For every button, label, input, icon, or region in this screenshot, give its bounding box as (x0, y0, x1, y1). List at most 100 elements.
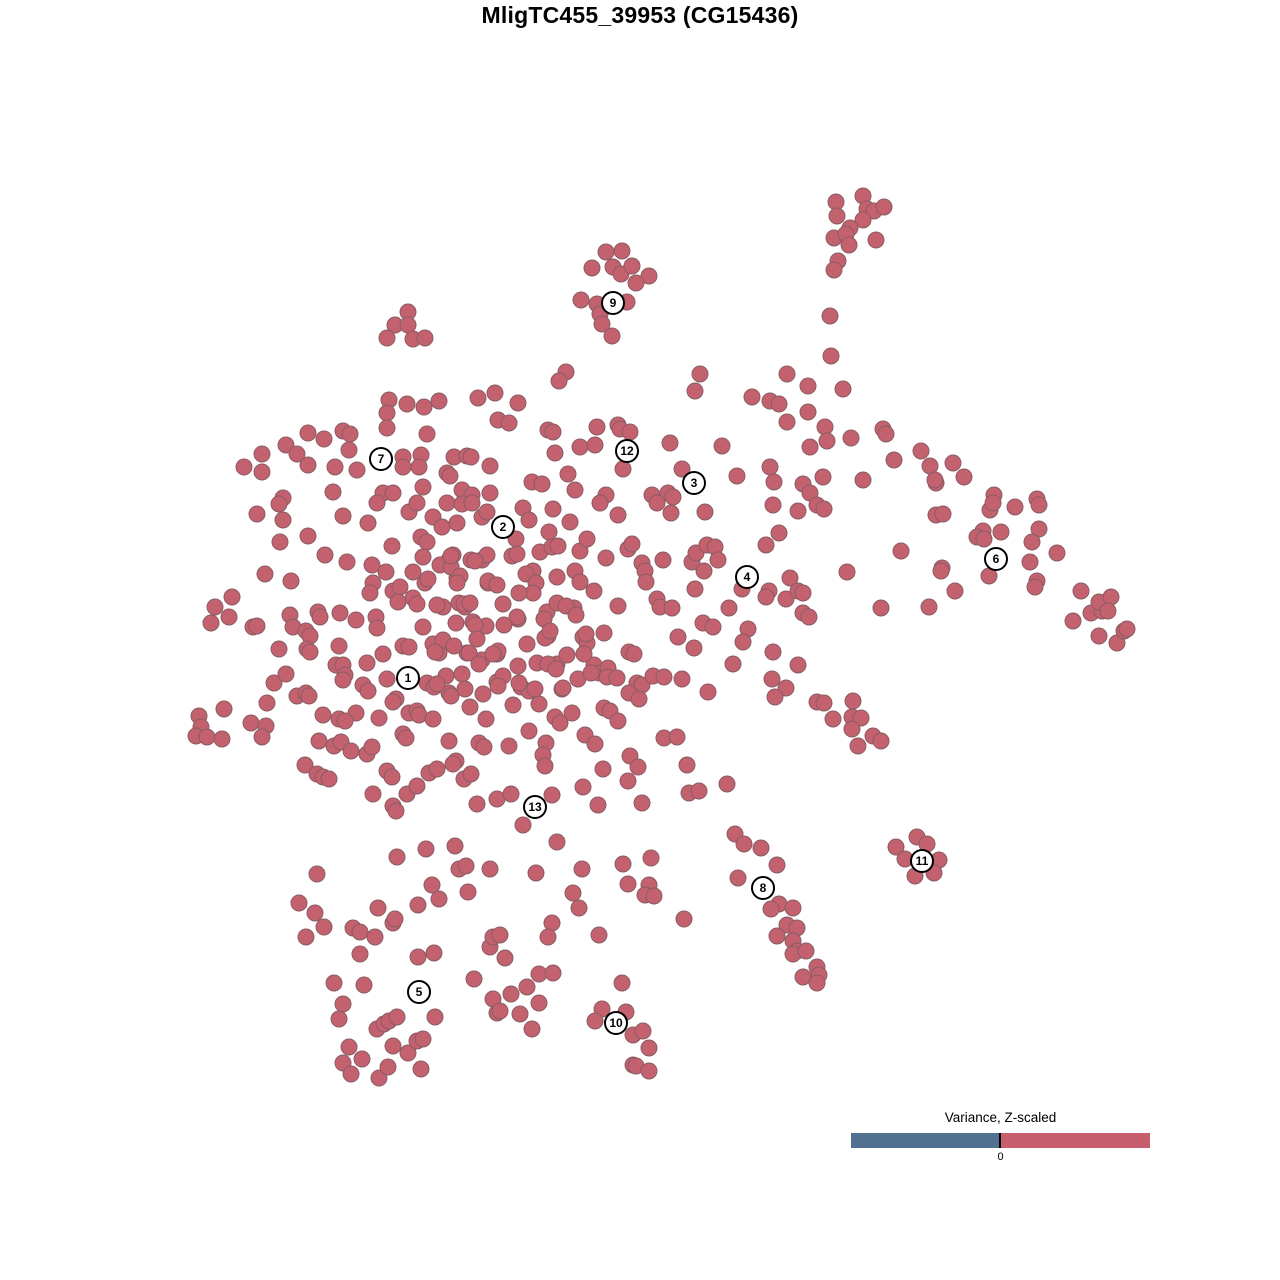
scatter-point (554, 679, 572, 697)
scatter-point (844, 692, 862, 710)
scatter-point (374, 645, 392, 663)
scatter-point (518, 978, 536, 996)
legend-zero-tick (999, 1133, 1001, 1148)
scatter-point (383, 768, 401, 786)
scatter-point (320, 770, 338, 788)
scatter-point (627, 274, 645, 292)
scatter-point (383, 537, 401, 555)
cluster-label-9: 9 (601, 291, 625, 315)
scatter-point (290, 894, 308, 912)
scatter-point (623, 257, 641, 275)
scatter-point (326, 458, 344, 476)
scatter-point (691, 365, 709, 383)
scatter-point (629, 758, 647, 776)
scatter-point (678, 756, 696, 774)
scatter-point (757, 588, 775, 606)
scatter-point (567, 606, 585, 624)
scatter-point (549, 537, 567, 555)
scatter-point (424, 710, 442, 728)
scatter-point (282, 572, 300, 590)
scatter-point (575, 645, 593, 663)
scatter-point (770, 395, 788, 413)
scatter-point (1090, 627, 1108, 645)
scatter-point (572, 291, 590, 309)
scatter-point (523, 1020, 541, 1038)
scatter-point (992, 523, 1010, 541)
scatter-point (768, 927, 786, 945)
scatter-point (547, 660, 565, 678)
scatter-point (729, 869, 747, 887)
scatter-point (369, 899, 387, 917)
scatter-point (248, 617, 266, 635)
scatter-point (514, 816, 532, 834)
scatter-point (496, 949, 514, 967)
scatter-point (341, 425, 359, 443)
scatter-point (955, 468, 973, 486)
scatter-point (946, 582, 964, 600)
scatter-point (828, 207, 846, 225)
scatter-point (1072, 582, 1090, 600)
legend: Variance, Z-scaled 0 (851, 1110, 1150, 1170)
scatter-point (389, 593, 407, 611)
scatter-point (527, 864, 545, 882)
scatter-point (912, 442, 930, 460)
scatter-point (348, 461, 366, 479)
scatter-point (235, 458, 253, 476)
scatter-point (1026, 578, 1044, 596)
scatter-point (645, 887, 663, 905)
scatter-point (355, 976, 373, 994)
scatter-point (442, 687, 460, 705)
scatter-point (428, 760, 446, 778)
scatter-point (334, 507, 352, 525)
scatter-point (386, 910, 404, 928)
scatter-point (300, 687, 318, 705)
scatter-point (789, 656, 807, 674)
scatter-point (764, 496, 782, 514)
scatter-point (613, 974, 631, 992)
scatter-point (586, 735, 604, 753)
scatter-point (655, 668, 673, 686)
scatter-point (926, 471, 944, 489)
scatter-point (591, 494, 609, 512)
scatter-point (215, 700, 233, 718)
cluster-label-3: 3 (682, 471, 706, 495)
scatter-point (342, 742, 360, 760)
scatter-point (444, 755, 462, 773)
scatter-point (586, 436, 604, 454)
scatter-point (574, 778, 592, 796)
scatter-point (762, 900, 780, 918)
scatter-point (351, 945, 369, 963)
scatter-point (696, 503, 714, 521)
scatter-point (308, 865, 326, 883)
scatter-point (408, 777, 426, 795)
scatter-point (654, 551, 672, 569)
scatter-point (414, 618, 432, 636)
scatter-point (477, 710, 495, 728)
scatter-point (690, 782, 708, 800)
scatter-point (842, 429, 860, 447)
scatter-point (541, 622, 559, 640)
scatter-point (377, 563, 395, 581)
scatter-point (633, 794, 651, 812)
scatter-point (340, 1038, 358, 1056)
scatter-point (489, 677, 507, 695)
scatter-point (608, 669, 626, 687)
scatter-point (399, 1044, 417, 1062)
scatter-point (459, 883, 477, 901)
scatter-point (757, 536, 775, 554)
scatter-point (548, 833, 566, 851)
scatter-point (274, 511, 292, 529)
scatter-point (336, 712, 354, 730)
scatter-point (504, 696, 522, 714)
scatter-point (784, 899, 802, 917)
scatter-point (589, 796, 607, 814)
scatter-point (511, 1005, 529, 1023)
scatter-point (583, 259, 601, 277)
scatter-point (202, 614, 220, 632)
scatter-point (765, 473, 783, 491)
scatter-point (619, 772, 637, 790)
scatter-point (299, 527, 317, 545)
plot-title: MligTC455_39953 (CG15436) (481, 2, 799, 28)
scatter-point (789, 502, 807, 520)
